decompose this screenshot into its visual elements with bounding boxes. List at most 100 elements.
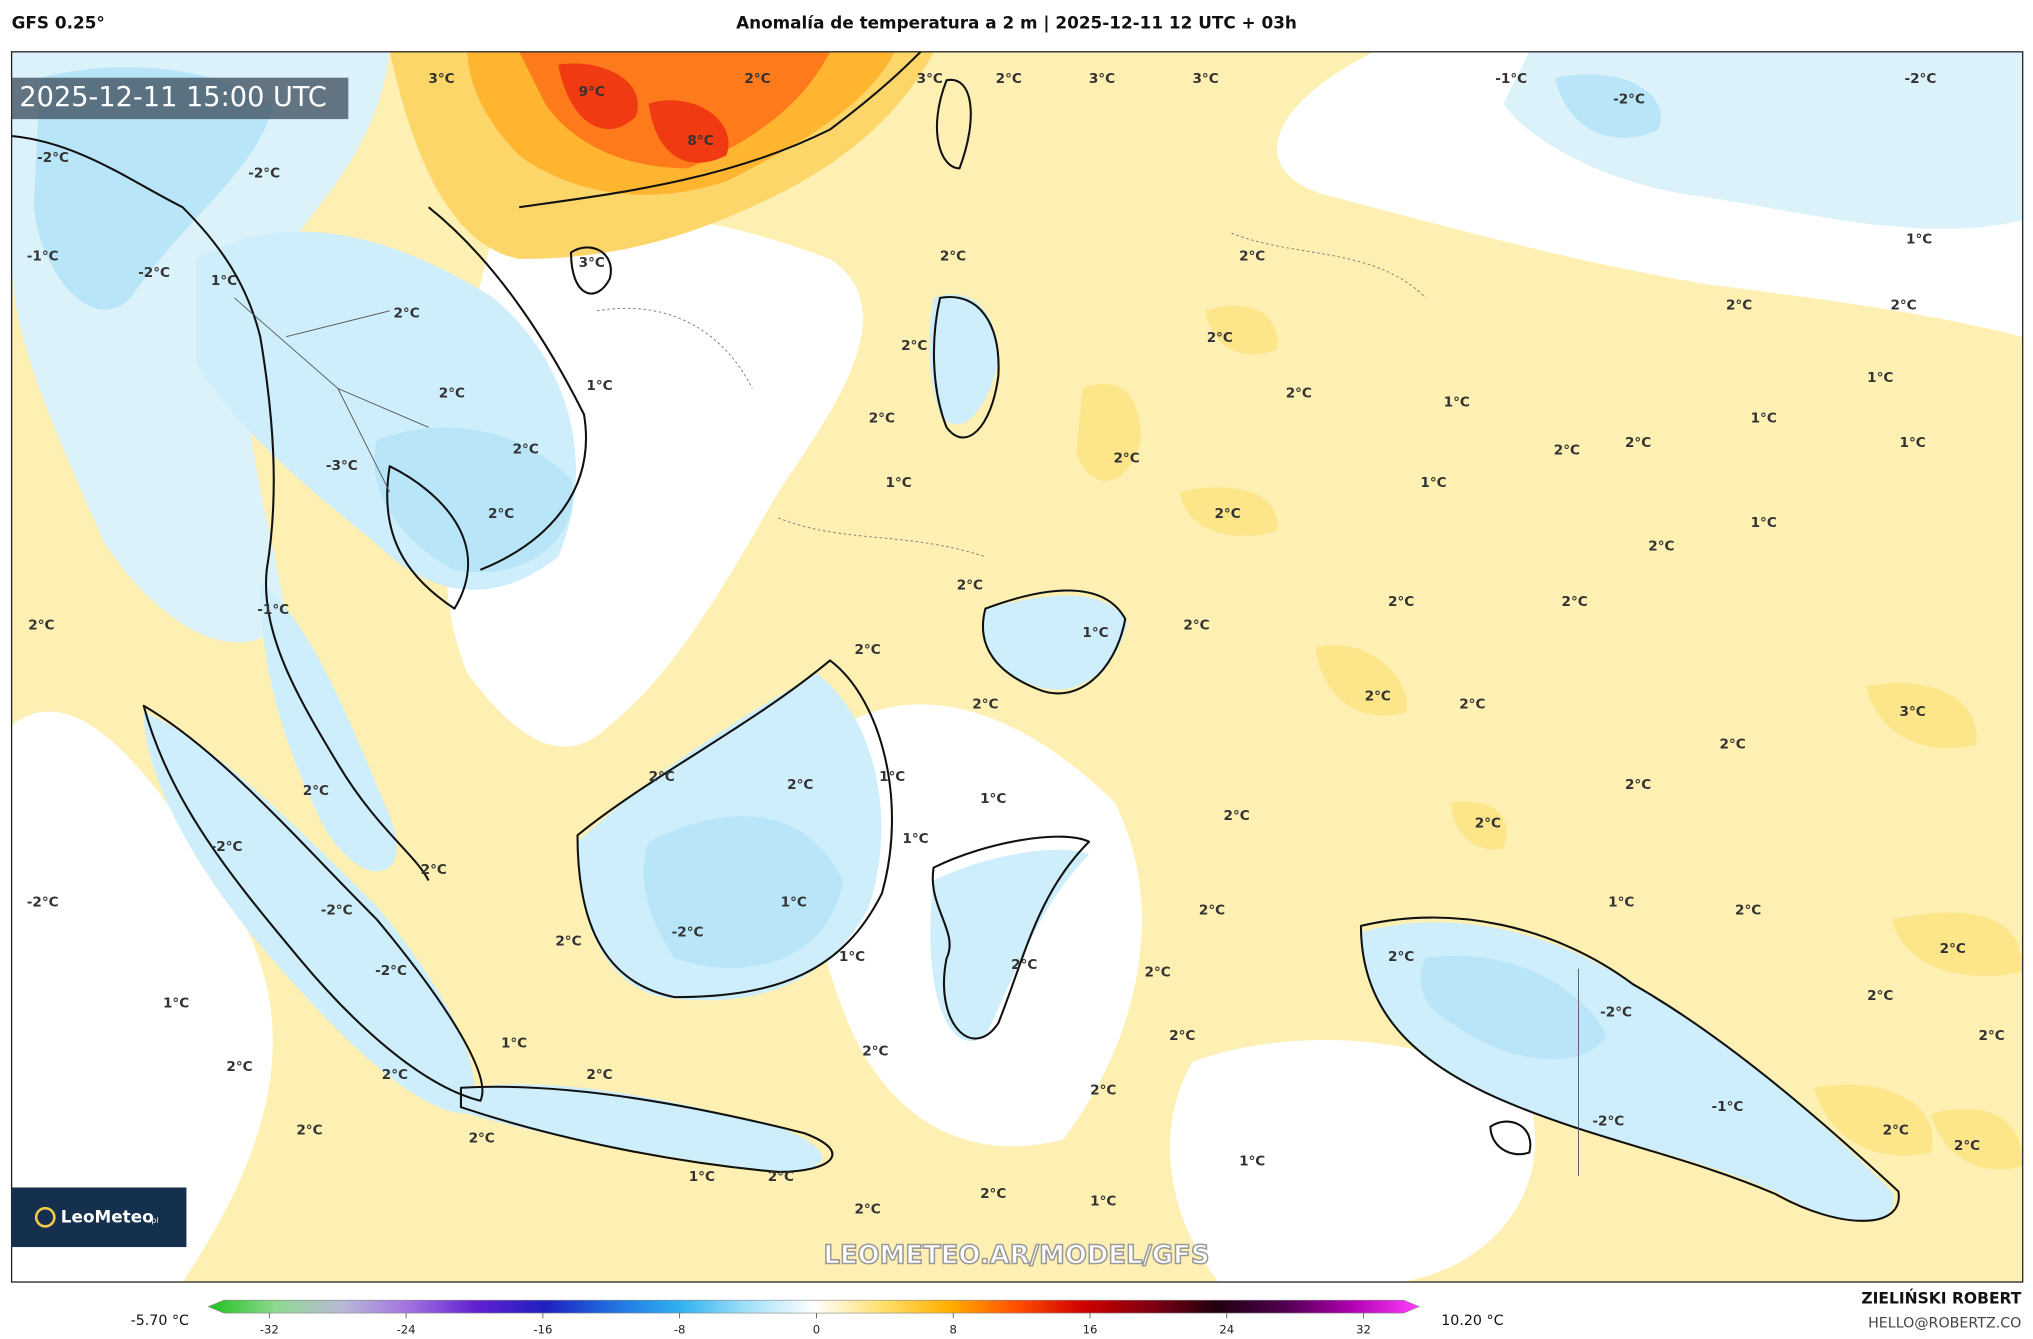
colorbar-tick-label: 24 [1219, 1322, 1234, 1336]
contour-label: 2°C [1867, 988, 1893, 1004]
colorbar-tick-label: -16 [533, 1322, 552, 1336]
colorbar-tick-label: 16 [1083, 1322, 1098, 1336]
contour-label: 2°C [1145, 965, 1171, 981]
contour-label: 2°C [1890, 298, 1916, 314]
contour-label: 1°C [1751, 410, 1777, 426]
contour-label: 1°C [1082, 625, 1108, 641]
contour-label: 1°C [839, 949, 865, 965]
contour-label: 1°C [1420, 475, 1446, 491]
contour-label: 8°C [687, 133, 713, 149]
contour-label: 2°C [1726, 298, 1752, 314]
colorbar-tick-label: -8 [674, 1322, 686, 1336]
contour-label: 3°C [579, 255, 605, 271]
contour-label: 1°C [1608, 895, 1634, 911]
contour-label: 2°C [1365, 689, 1391, 705]
contour-label: 1°C [163, 996, 189, 1012]
contour-label: 1°C [211, 273, 237, 289]
contour-label: 2°C [869, 410, 895, 426]
contour-label: -2°C [1904, 71, 1936, 87]
contour-label: 2°C [768, 1169, 794, 1185]
contour-label: 2°C [1554, 443, 1580, 459]
contour-label: -2°C [1592, 1113, 1624, 1129]
colorbar-body [207, 1299, 1421, 1314]
contour-label: 2°C [862, 1044, 888, 1060]
chart-title: Anomalía de temperatura a 2 m | 2025-12-… [736, 12, 1297, 32]
contour-label: 1°C [1900, 435, 1926, 451]
contour-label: 2°C [393, 305, 419, 321]
contour-label: 2°C [1562, 594, 1588, 610]
contour-label: 2°C [1954, 1138, 1980, 1154]
contour-label: 2°C [1735, 902, 1761, 918]
contour-label: 1°C [980, 791, 1006, 807]
credit-email: HELLO@ROBERTZ.CO [1868, 1315, 2021, 1331]
contour-label: 2°C [421, 862, 447, 878]
contour-label: 2°C [382, 1067, 408, 1083]
contour-labels: 3°C 9°C 2°C 8°C 3°C 2°C 3°C 3°C -1°C -2°C -2°C -2°C… [27, 71, 2005, 1218]
contour-label: 2°C [1286, 386, 1312, 402]
contour-label: -1°C [27, 248, 59, 264]
contour-label: 2°C [555, 933, 581, 949]
contour-label: 2°C [1940, 941, 1966, 957]
colorbar-max: 10.20 °C [1441, 1313, 1503, 1329]
contour-label: 1°C [879, 769, 905, 785]
model-label: GFS 0.25° [12, 12, 105, 32]
contour-label: 2°C [1169, 1028, 1195, 1044]
contour-label: -3°C [326, 458, 358, 474]
contour-label: 2°C [1207, 330, 1233, 346]
contour-label: 2°C [1388, 594, 1414, 610]
contour-label: 2°C [980, 1186, 1006, 1202]
colorbar-tick-label: -24 [397, 1322, 416, 1336]
contour-label: 3°C [428, 71, 454, 87]
contour-label: 2°C [439, 386, 465, 402]
contour-label: 2°C [972, 696, 998, 712]
colorbar: -32 -24 -16 -8 0 8 16 24 32 [207, 1299, 1421, 1336]
contour-label: 2°C [1239, 248, 1265, 264]
map-frame [10, 51, 2024, 1283]
contour-label: -2°C [321, 902, 353, 918]
contour-label: 2°C [226, 1059, 252, 1075]
contour-label: 9°C [579, 84, 605, 100]
contour-label: -2°C [248, 166, 280, 182]
contour-label: 2°C [586, 1067, 612, 1083]
colorbar-tick-label: 32 [1356, 1322, 1371, 1336]
contour-label: 1°C [501, 1036, 527, 1052]
contour-label: 2°C [488, 506, 514, 522]
contour-label: 2°C [303, 783, 329, 799]
contour-label: 2°C [1459, 696, 1485, 712]
contour-label: 1°C [689, 1169, 715, 1185]
contour-label: 2°C [1388, 949, 1414, 965]
contour-label: 1°C [781, 895, 807, 911]
contour-label: 2°C [1183, 617, 1209, 633]
contour-label: -2°C [27, 895, 59, 911]
contour-label: 2°C [513, 441, 539, 457]
logo-sun [34, 1206, 56, 1228]
contour-label: 2°C [28, 617, 54, 633]
contour-label: 2°C [1625, 435, 1651, 451]
colorbar-tick-label: 0 [813, 1322, 820, 1336]
contour-label: 2°C [1979, 1028, 2005, 1044]
contour-label: 2°C [469, 1130, 495, 1146]
contour-label: 2°C [1011, 957, 1037, 973]
contour-label: 1°C [886, 475, 912, 491]
contour-label: -2°C [1600, 1005, 1632, 1021]
contour-label: 2°C [940, 248, 966, 264]
contour-label: 2°C [1090, 1082, 1116, 1098]
contour-label: 2°C [649, 769, 675, 785]
contour-label: 3°C [1900, 704, 1926, 720]
contour-label: -2°C [672, 924, 704, 940]
contour-label: 2°C [1199, 902, 1225, 918]
watermark: LEOMETEO.AR/MODEL/GFS [824, 1241, 1210, 1271]
contour-label: -2°C [375, 963, 407, 979]
timestamp: 2025-12-11 15:00 UTC [19, 82, 327, 113]
contour-label: 2°C [296, 1123, 322, 1139]
contour-label: 2°C [1224, 808, 1250, 824]
contour-label: 2°C [854, 1202, 880, 1218]
contour-label: -2°C [1613, 92, 1645, 108]
contour-label: -2°C [211, 839, 243, 855]
contour-label: 2°C [901, 338, 927, 354]
contour-label: 2°C [1113, 450, 1139, 466]
credit-author: ZIELIŃSKI ROBERT [1861, 1288, 2021, 1307]
contour-label: 1°C [902, 831, 928, 847]
contour-label: 1°C [1906, 232, 1932, 248]
